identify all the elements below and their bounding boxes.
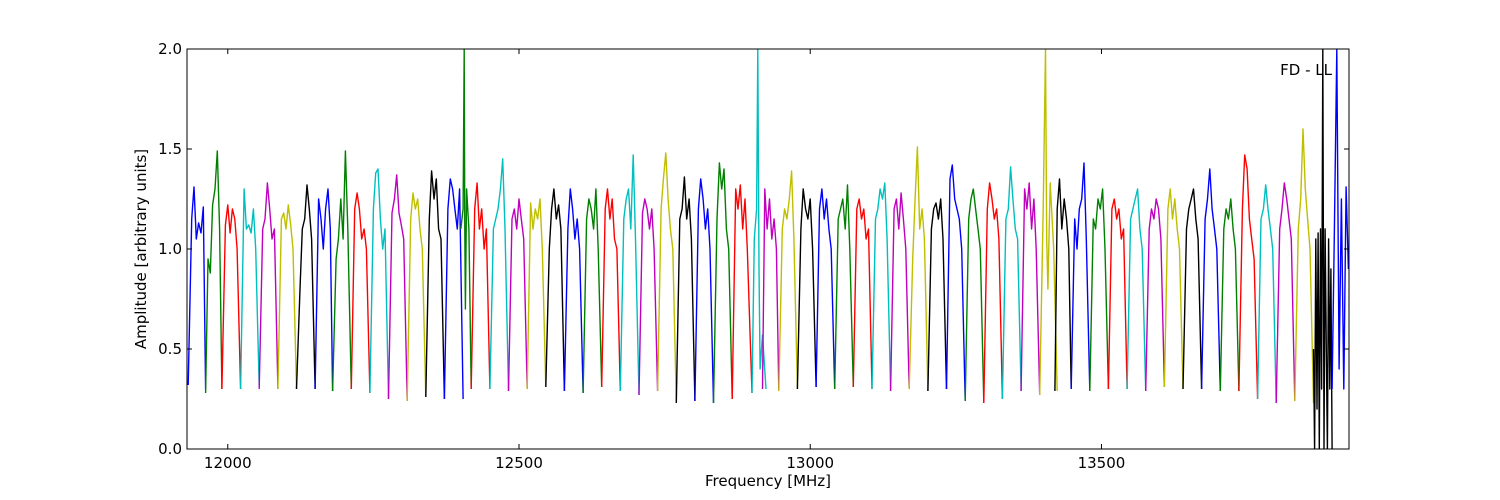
y-axis-title: Amplitude [arbitrary units] xyxy=(132,149,150,349)
series-line-41 xyxy=(927,198,948,392)
series-line-34 xyxy=(796,188,817,390)
series-line-59 xyxy=(1256,184,1277,404)
series-line-32 xyxy=(761,188,780,392)
series-line-58 xyxy=(1238,154,1259,400)
series-line-13 xyxy=(425,170,446,400)
series-line-40 xyxy=(908,146,929,392)
series-line-12 xyxy=(406,192,427,402)
series-line-45 xyxy=(1001,166,1022,400)
series-line-28 xyxy=(694,178,715,404)
series-line-14 xyxy=(443,178,464,400)
panel-annotation: FD - LL xyxy=(1280,61,1332,79)
series-line-27 xyxy=(675,176,696,404)
series-line-33 xyxy=(778,170,799,392)
series-line-24 xyxy=(619,154,640,396)
series-line-0 xyxy=(187,186,207,390)
series-line-47 xyxy=(1039,49,1058,396)
series-line-55 xyxy=(1182,188,1203,390)
series-line-42 xyxy=(945,164,966,402)
series-line-52 xyxy=(1126,188,1147,392)
series-line-30 xyxy=(731,184,753,400)
series-line-21 xyxy=(563,188,584,394)
series-line-11 xyxy=(387,174,408,402)
series-line-16 xyxy=(470,182,491,390)
x-axis-title: Frequency [MHz] xyxy=(705,472,831,490)
series-line-2 xyxy=(221,204,242,390)
series-line-48 xyxy=(1054,178,1072,392)
series-line-15 xyxy=(460,49,472,390)
series-line-46 xyxy=(1020,182,1041,396)
plot-area xyxy=(187,49,1349,449)
series-line-60 xyxy=(1275,182,1296,404)
series-line-51 xyxy=(1107,198,1128,390)
series-line-36 xyxy=(834,184,854,390)
y-tick-label-0: 0.0 xyxy=(158,440,182,458)
series-line-62 xyxy=(1312,49,1333,449)
series-line-29 xyxy=(712,162,733,404)
series-line-44 xyxy=(983,182,1004,404)
series-line-56 xyxy=(1200,168,1221,392)
series-line-22 xyxy=(582,188,603,394)
series-line-57 xyxy=(1219,198,1240,392)
series-line-39 xyxy=(889,192,910,392)
series-line-17 xyxy=(489,158,510,392)
series-line-5 xyxy=(277,204,298,390)
x-tick-label-1: 12500 xyxy=(495,454,543,472)
series-line-8 xyxy=(331,150,352,392)
series-line-35 xyxy=(815,188,836,390)
series-line-54 xyxy=(1163,188,1184,390)
series-line-63 xyxy=(1331,49,1349,390)
series-line-19 xyxy=(526,198,547,390)
series-line-20 xyxy=(545,188,566,392)
series-line-4 xyxy=(258,182,279,390)
x-tick-label-0: 12000 xyxy=(204,454,252,472)
series-line-18 xyxy=(507,198,528,392)
series-line-31 xyxy=(751,49,767,394)
series-line-38 xyxy=(871,182,892,392)
x-tick-label-2: 13000 xyxy=(786,454,834,472)
series-line-53 xyxy=(1145,198,1166,392)
series-line-26 xyxy=(656,152,677,404)
series-line-6 xyxy=(295,184,316,390)
series-line-37 xyxy=(852,198,873,390)
series-line-49 xyxy=(1070,162,1091,392)
series-line-43 xyxy=(964,188,985,404)
series-line-3 xyxy=(239,188,260,390)
series-line-1 xyxy=(204,150,223,394)
y-tick-label-4: 2.0 xyxy=(158,40,182,58)
series-line-7 xyxy=(314,188,334,392)
y-tick-label-3: 1.5 xyxy=(158,140,182,158)
y-tick-label-2: 1.0 xyxy=(158,240,182,258)
series-line-10 xyxy=(369,168,390,400)
x-tick-label-3: 13500 xyxy=(1078,454,1126,472)
series-line-25 xyxy=(638,198,659,396)
ticks: 12000 12500 13000 13500 0.0 0.5 1.0 1.5 2.0 xyxy=(158,40,1349,472)
series-line-9 xyxy=(350,192,371,394)
series-line-61 xyxy=(1294,128,1315,404)
series-line-23 xyxy=(601,188,621,392)
series-line-50 xyxy=(1089,188,1110,392)
y-tick-label-1: 0.5 xyxy=(158,340,182,358)
